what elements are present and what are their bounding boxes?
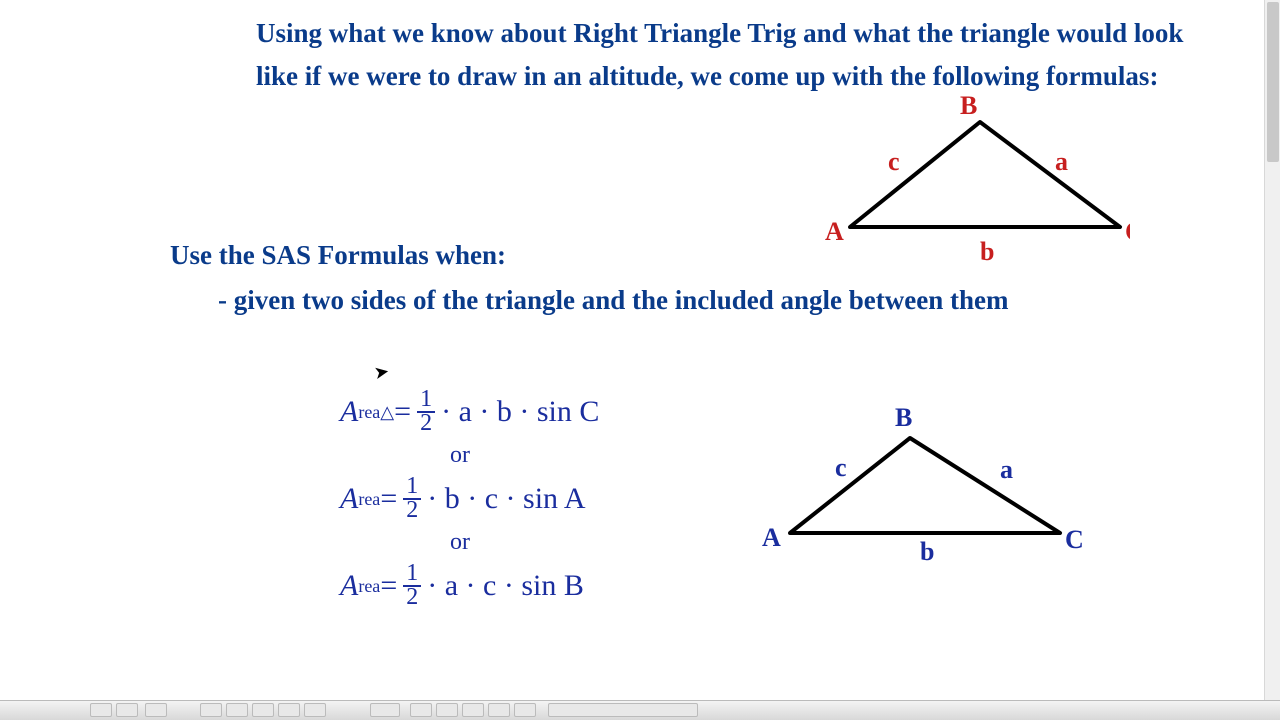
taskbar-item[interactable] bbox=[226, 703, 248, 717]
taskbar-item[interactable] bbox=[200, 703, 222, 717]
taskbar[interactable] bbox=[0, 700, 1280, 720]
formula-block: Area△ = 12 · a · b · sin CorArea = 12 · … bbox=[340, 388, 599, 610]
mouse-cursor-icon: ➤ bbox=[372, 361, 391, 384]
triangle-diagram-2: A B Ca b c bbox=[760, 398, 1090, 568]
sas-bullet: - given two sides of the triangle and th… bbox=[218, 285, 1008, 316]
svg-text:C: C bbox=[1065, 525, 1084, 554]
svg-text:A: A bbox=[825, 217, 844, 246]
vertical-scrollbar[interactable] bbox=[1264, 0, 1280, 700]
taskbar-item[interactable] bbox=[252, 703, 274, 717]
svg-text:b: b bbox=[920, 537, 934, 566]
scrollbar-thumb[interactable] bbox=[1267, 2, 1279, 162]
taskbar-item[interactable] bbox=[116, 703, 138, 717]
svg-text:a: a bbox=[1055, 147, 1068, 176]
triangle-diagram-1: A B Ca b c bbox=[820, 92, 1130, 262]
taskbar-item[interactable] bbox=[548, 703, 698, 717]
whiteboard-canvas: Using what we know about Right Triangle … bbox=[0, 0, 1280, 700]
intro-paragraph: Using what we know about Right Triangle … bbox=[256, 12, 1226, 98]
taskbar-item[interactable] bbox=[462, 703, 484, 717]
svg-text:c: c bbox=[835, 453, 847, 482]
taskbar-item[interactable] bbox=[410, 703, 432, 717]
svg-text:B: B bbox=[895, 403, 912, 432]
svg-text:B: B bbox=[960, 92, 977, 120]
taskbar-item[interactable] bbox=[370, 703, 400, 717]
svg-text:A: A bbox=[762, 523, 781, 552]
taskbar-item[interactable] bbox=[145, 703, 167, 717]
taskbar-item[interactable] bbox=[90, 703, 112, 717]
taskbar-item[interactable] bbox=[304, 703, 326, 717]
svg-text:b: b bbox=[980, 237, 994, 262]
taskbar-item[interactable] bbox=[436, 703, 458, 717]
sas-heading: Use the SAS Formulas when: bbox=[170, 240, 506, 271]
svg-text:C: C bbox=[1125, 217, 1130, 246]
svg-text:a: a bbox=[1000, 455, 1013, 484]
svg-text:c: c bbox=[888, 147, 900, 176]
taskbar-item[interactable] bbox=[488, 703, 510, 717]
taskbar-item[interactable] bbox=[278, 703, 300, 717]
taskbar-item[interactable] bbox=[514, 703, 536, 717]
